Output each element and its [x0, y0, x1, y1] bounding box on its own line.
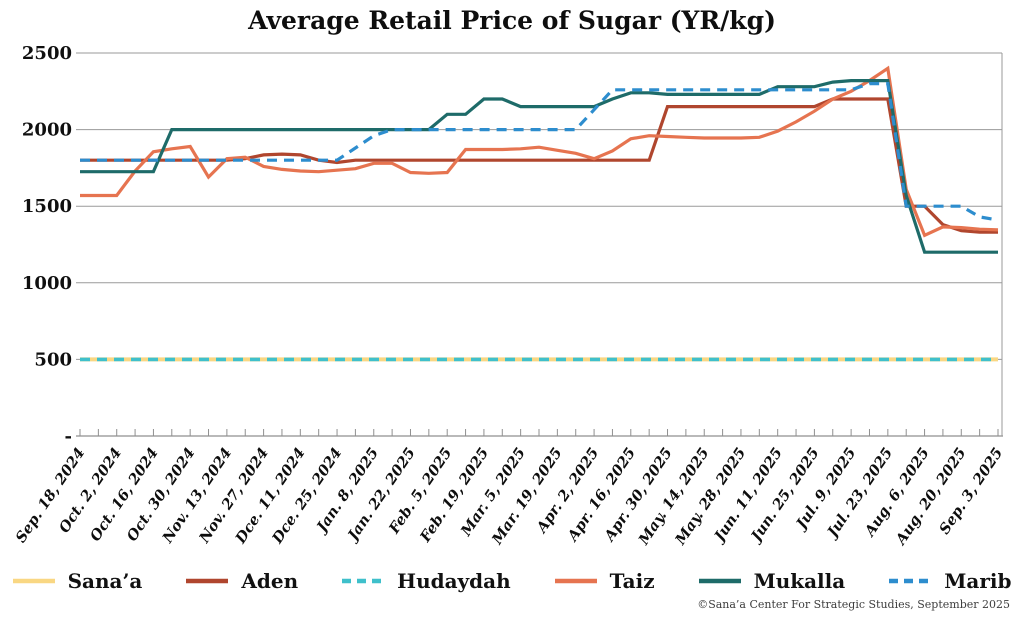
legend-label: Hudaydah: [397, 569, 511, 593]
chart-title: Average Retail Price of Sugar (YR/kg): [248, 6, 776, 35]
legend-item-mukalla: Mukalla: [698, 569, 846, 593]
y-axis-labels: 2500 2000 1500 1000 500 -: [22, 43, 72, 447]
legend-item-sanaa: Sana’a: [12, 569, 143, 593]
legend-swatch-hudaydah: [342, 578, 385, 584]
x-axis: [76, 53, 1003, 437]
legend-swatch-marib: [889, 578, 932, 584]
legend-swatch-aden: [186, 578, 229, 584]
series-line-mukalla: [80, 78, 998, 254]
legend-swatch-taiz: [554, 578, 597, 584]
legend-label: Aden: [241, 569, 299, 593]
series-line-marib: [80, 81, 999, 222]
legend-swatch-sanaa: [12, 578, 55, 584]
attribution-text: ©Sana’a Center For Strategic Studies, Se…: [697, 598, 1010, 611]
legend-item-hudaydah: Hudaydah: [342, 569, 511, 593]
legend-swatch-mukalla: [698, 578, 741, 584]
y-tick-label: 500: [34, 349, 72, 370]
y-tick-label: 1500: [22, 196, 72, 217]
legend-item-aden: Aden: [186, 569, 298, 593]
legend-label: Sana’a: [67, 569, 143, 593]
series-line-taiz: [80, 65, 999, 238]
y-tick-label: 1000: [22, 273, 72, 294]
y-tick-label: 2500: [22, 43, 72, 64]
legend-label: Mukalla: [753, 569, 846, 593]
legend-item-marib: Marib: [889, 569, 1011, 593]
legend-label: Marib: [944, 569, 1012, 593]
legend-item-taiz: Taiz: [554, 569, 655, 593]
y-tick-label: 2000: [22, 120, 72, 141]
series-line-aden: [80, 97, 998, 234]
y-tick-label: -: [65, 426, 72, 447]
legend-label: Taiz: [609, 569, 655, 593]
legend: Sana’a Aden Hudaydah Taiz Mukalla Marib: [0, 569, 1024, 593]
